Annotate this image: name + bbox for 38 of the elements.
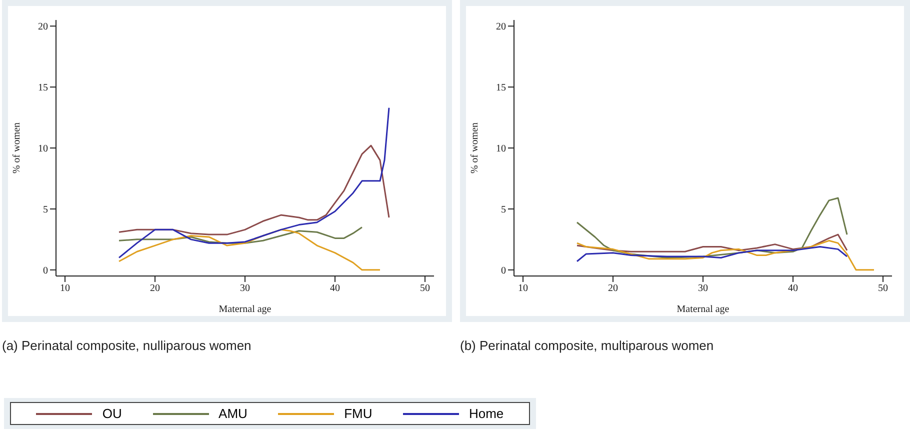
y-tick-label: 10 xyxy=(38,144,48,155)
y-tick-label: 20 xyxy=(38,22,48,33)
x-tick-label: 20 xyxy=(150,283,160,294)
legend-label: AMU xyxy=(218,406,248,421)
x-axis-title: Maternal age xyxy=(676,304,730,315)
line-series xyxy=(576,197,848,258)
x-tick-label: 50 xyxy=(878,283,888,294)
line-series xyxy=(118,107,390,258)
y-tick-label: 20 xyxy=(496,22,506,33)
line-series xyxy=(118,144,390,236)
x-tick-label: 40 xyxy=(788,283,798,294)
x-tick-label: 20 xyxy=(608,283,618,294)
x-tick-label: 10 xyxy=(518,283,528,294)
y-axis-title: % of women xyxy=(470,122,481,174)
y-tick-label: 15 xyxy=(38,82,48,94)
x-axis-title: Maternal age xyxy=(218,304,272,315)
line-series xyxy=(118,228,381,271)
line-series xyxy=(576,234,848,252)
line-series xyxy=(576,246,848,262)
y-tick-label: 0 xyxy=(501,265,506,276)
y-tick-label: 0 xyxy=(43,265,48,276)
legend-label: Home xyxy=(468,406,504,421)
x-tick-label: 40 xyxy=(330,283,340,294)
y-tick-label: 10 xyxy=(496,144,506,155)
legend-label: OU xyxy=(102,406,122,421)
y-tick-label: 5 xyxy=(501,204,506,216)
y-tick-label: 15 xyxy=(496,82,506,94)
legend-label: FMU xyxy=(344,406,372,421)
x-tick-label: 50 xyxy=(420,283,430,294)
line-series xyxy=(576,240,875,271)
x-tick-label: 30 xyxy=(698,283,708,294)
y-tick-label: 5 xyxy=(43,204,48,216)
x-tick-label: 10 xyxy=(60,283,70,294)
y-axis-title: % of women xyxy=(12,122,23,174)
text: (b) Perinatal composite, multiparous women xyxy=(460,338,715,353)
line-series xyxy=(118,226,363,244)
x-tick-label: 30 xyxy=(240,283,250,294)
text: (a) Perinatal composite, nulliparous women xyxy=(2,338,252,353)
